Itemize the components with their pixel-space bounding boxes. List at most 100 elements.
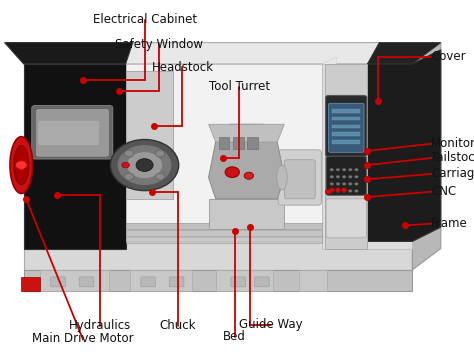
Text: Tool Turret: Tool Turret <box>209 81 270 93</box>
Circle shape <box>355 168 358 171</box>
Circle shape <box>348 190 352 192</box>
Polygon shape <box>216 270 273 291</box>
Circle shape <box>127 152 163 179</box>
Text: Chuck: Chuck <box>159 320 196 332</box>
Text: Main Drive Motor: Main Drive Motor <box>32 332 134 345</box>
FancyBboxPatch shape <box>36 109 109 156</box>
Polygon shape <box>24 64 412 270</box>
Circle shape <box>330 182 334 185</box>
FancyBboxPatch shape <box>326 95 367 157</box>
Circle shape <box>342 182 346 185</box>
Circle shape <box>342 175 346 178</box>
Text: Headstock: Headstock <box>152 61 213 74</box>
Polygon shape <box>126 223 322 229</box>
Polygon shape <box>367 43 441 64</box>
Bar <box>332 109 360 113</box>
FancyBboxPatch shape <box>326 199 366 238</box>
Text: Bed: Bed <box>223 330 246 343</box>
Polygon shape <box>126 237 322 243</box>
Circle shape <box>325 189 332 194</box>
Circle shape <box>336 182 340 185</box>
Circle shape <box>136 159 153 171</box>
FancyBboxPatch shape <box>255 277 269 287</box>
Circle shape <box>225 167 239 178</box>
Circle shape <box>348 175 352 178</box>
Ellipse shape <box>10 137 33 193</box>
Circle shape <box>155 173 165 180</box>
Bar <box>332 140 360 144</box>
FancyBboxPatch shape <box>32 105 113 159</box>
Circle shape <box>342 168 346 171</box>
FancyBboxPatch shape <box>284 160 315 199</box>
Bar <box>21 277 40 291</box>
Circle shape <box>244 172 254 179</box>
Circle shape <box>336 168 340 171</box>
Circle shape <box>329 188 335 192</box>
Polygon shape <box>126 64 322 241</box>
Polygon shape <box>40 270 109 291</box>
Circle shape <box>335 188 341 192</box>
Text: Monitor: Monitor <box>431 137 474 150</box>
Text: Carriage: Carriage <box>431 168 474 180</box>
Circle shape <box>122 162 129 168</box>
FancyBboxPatch shape <box>141 277 155 287</box>
Polygon shape <box>24 64 126 248</box>
Ellipse shape <box>277 165 287 190</box>
Polygon shape <box>209 124 284 142</box>
Circle shape <box>155 150 165 157</box>
Polygon shape <box>209 199 284 229</box>
Circle shape <box>117 144 172 186</box>
FancyBboxPatch shape <box>328 103 364 152</box>
Circle shape <box>124 150 134 157</box>
Text: Hydraulics: Hydraulics <box>68 320 131 332</box>
FancyBboxPatch shape <box>326 156 366 195</box>
FancyBboxPatch shape <box>79 277 94 287</box>
Bar <box>247 137 258 149</box>
Circle shape <box>348 182 352 185</box>
Circle shape <box>110 140 179 191</box>
Text: Tailstock: Tailstock <box>431 152 474 164</box>
Circle shape <box>341 188 347 192</box>
Text: Cover: Cover <box>431 50 466 63</box>
FancyBboxPatch shape <box>51 277 65 287</box>
Text: Frame: Frame <box>431 217 468 230</box>
Circle shape <box>355 175 358 178</box>
Bar <box>233 137 244 149</box>
Circle shape <box>355 190 358 192</box>
Polygon shape <box>126 71 173 199</box>
Text: Safety Window: Safety Window <box>115 38 203 51</box>
Polygon shape <box>126 230 322 236</box>
FancyBboxPatch shape <box>39 121 99 145</box>
Bar <box>332 132 360 136</box>
Polygon shape <box>126 57 337 241</box>
Ellipse shape <box>14 146 29 185</box>
Circle shape <box>336 190 340 192</box>
Text: Electrical Cabinet: Electrical Cabinet <box>92 13 197 26</box>
FancyBboxPatch shape <box>231 277 246 287</box>
FancyBboxPatch shape <box>278 150 321 205</box>
Circle shape <box>348 168 352 171</box>
Polygon shape <box>209 124 284 199</box>
Bar <box>332 117 360 120</box>
Polygon shape <box>130 270 192 291</box>
Polygon shape <box>299 270 327 291</box>
Circle shape <box>330 168 334 171</box>
Polygon shape <box>367 50 441 241</box>
Polygon shape <box>325 64 367 248</box>
Circle shape <box>355 182 358 185</box>
Circle shape <box>16 161 27 169</box>
Circle shape <box>336 175 340 178</box>
Circle shape <box>342 190 346 192</box>
Bar <box>332 125 360 128</box>
Circle shape <box>124 173 134 180</box>
Polygon shape <box>412 43 441 270</box>
Circle shape <box>330 190 334 192</box>
Polygon shape <box>5 43 441 64</box>
Text: Guide Way: Guide Way <box>239 318 303 331</box>
Bar <box>219 137 229 149</box>
Circle shape <box>330 175 334 178</box>
FancyBboxPatch shape <box>169 277 184 287</box>
Polygon shape <box>24 270 412 291</box>
Text: CNC: CNC <box>431 185 456 198</box>
Polygon shape <box>322 64 412 248</box>
